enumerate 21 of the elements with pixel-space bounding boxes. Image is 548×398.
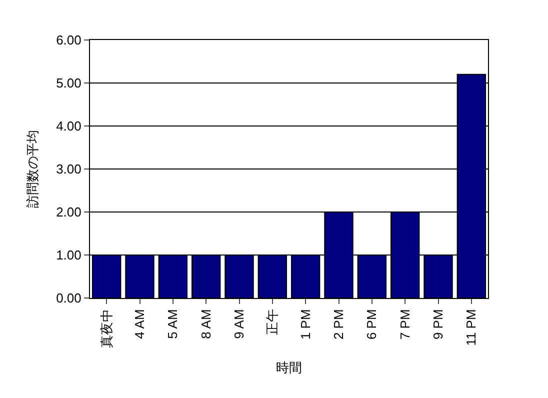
y-tick-label: 5.00 bbox=[56, 76, 82, 91]
y-tick-label: 1.00 bbox=[56, 248, 82, 263]
x-tick-label: 11 PM bbox=[464, 309, 479, 346]
x-tick-label: 2 PM bbox=[330, 309, 346, 340]
x-tick-label: 8 AM bbox=[198, 309, 214, 339]
x-tick-label: 真夜中 bbox=[98, 309, 114, 348]
x-tick-label: 6 PM bbox=[364, 309, 380, 340]
x-axis-title: 時間 bbox=[276, 360, 302, 375]
y-tick-label: 3.00 bbox=[56, 162, 82, 177]
x-tick-label: 9 PM bbox=[430, 309, 446, 340]
y-tick-label: 0.00 bbox=[56, 290, 82, 306]
x-tick-label: 正午 bbox=[264, 309, 280, 336]
x-tick-label: 5 AM bbox=[165, 309, 180, 339]
y-tick-label: 4.00 bbox=[56, 118, 82, 134]
x-tick-label: 7 PM bbox=[397, 309, 412, 340]
y-axis-title: 訪問数の平均 bbox=[25, 130, 40, 208]
y-tick-label: 6.00 bbox=[56, 32, 82, 48]
x-tick-label: 1 PM bbox=[298, 309, 313, 340]
y-tick-label: 2.00 bbox=[56, 204, 82, 220]
x-tick-label: 9 AM bbox=[231, 309, 246, 339]
x-tick-label: 4 AM bbox=[132, 309, 147, 339]
